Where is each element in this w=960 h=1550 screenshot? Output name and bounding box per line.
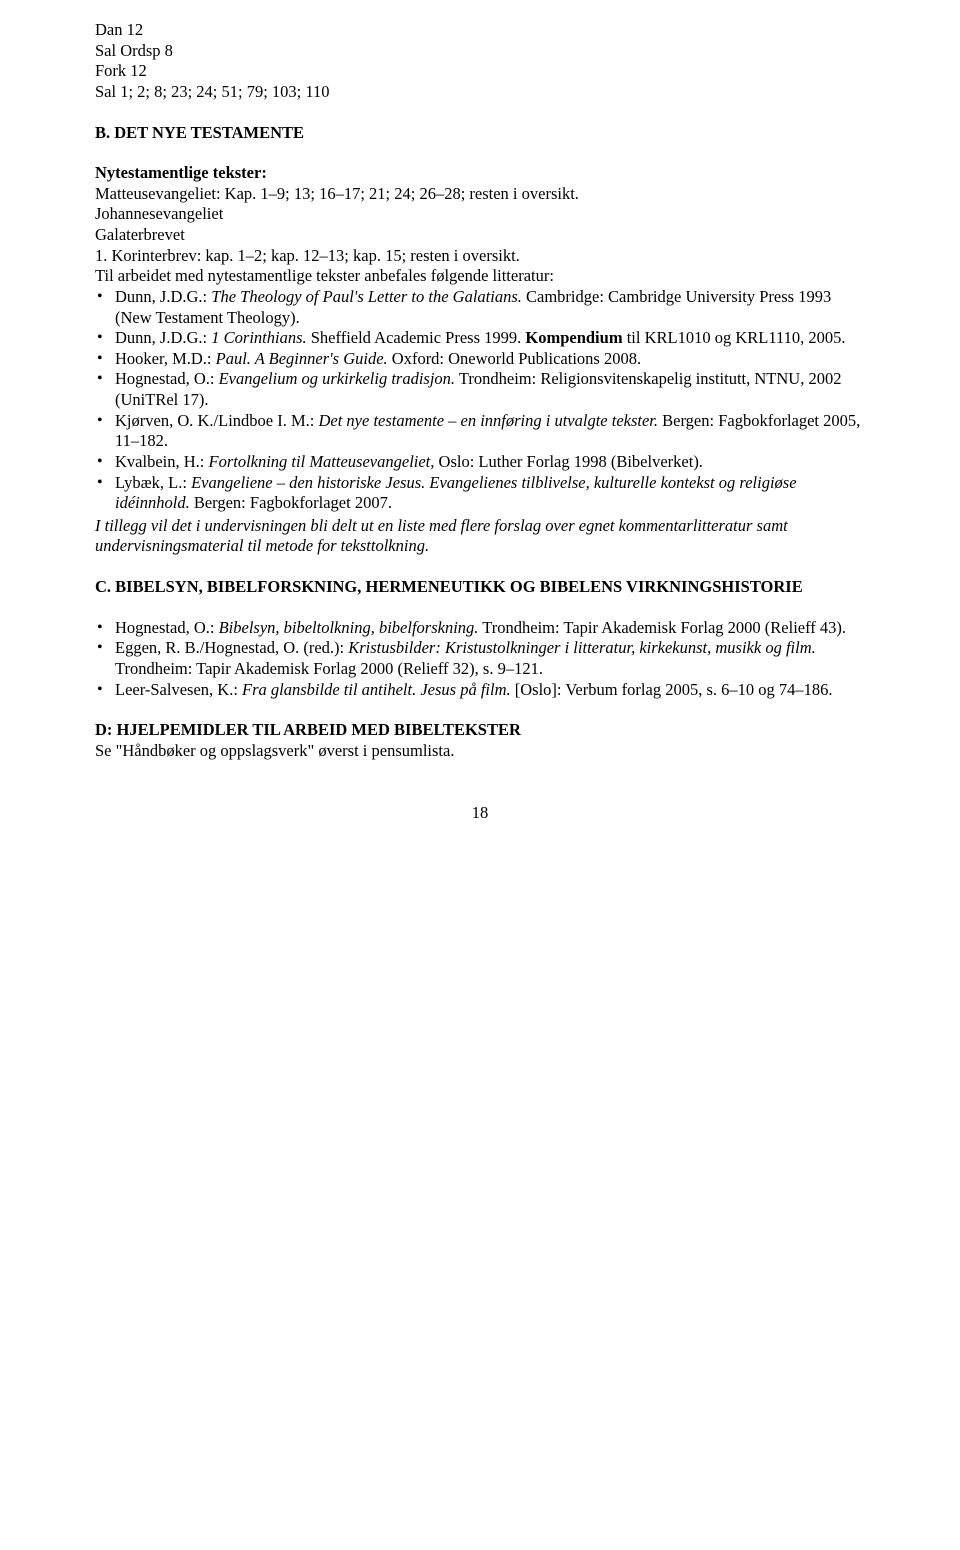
list-item: Leer-Salvesen, K.: Fra glansbilde til an… [95, 680, 865, 701]
item-post: [Oslo]: Verbum forlag 2005, s. 6–10 og 7… [511, 680, 833, 699]
section-b-intro: Til arbeidet med nytestamentlige tekster… [95, 266, 865, 287]
section-b-line: 1. Korinterbrev: kap. 1–2; kap. 12–13; k… [95, 246, 865, 267]
item-title: 1 Corinthians. [211, 328, 306, 347]
section-c-list: Hognestad, O.: Bibelsyn, bibeltolkning, … [95, 618, 865, 701]
top-line: Sal 1; 2; 8; 23; 24; 51; 79; 103; 110 [95, 82, 865, 103]
item-pre: Hognestad, O.: [115, 369, 219, 388]
section-b-heading: B. DET NYE TESTAMENTE [95, 123, 865, 144]
item-title: Evangelium og urkirkelig tradisjon. [219, 369, 455, 388]
section-d-heading: D: HJELPEMIDLER TIL ARBEID MED BIBELTEKS… [95, 720, 865, 741]
section-b-list: Dunn, J.D.G.: The Theology of Paul's Let… [95, 287, 865, 514]
item-title: Bibelsyn, bibeltolkning, bibelforskning. [219, 618, 479, 637]
item-post: Trondheim: Tapir Akademisk Forlag 2000 (… [478, 618, 846, 637]
list-item: Lybæk, L.: Evangeliene – den historiske … [95, 473, 865, 514]
item-title: Det nye testamente – en innføring i utva… [318, 411, 658, 430]
item-post: Trondheim: Tapir Akademisk Forlag 2000 (… [115, 659, 543, 678]
list-item: Kvalbein, H.: Fortolkning til Matteuseva… [95, 452, 865, 473]
top-line: Sal Ordsp 8 [95, 41, 865, 62]
item-pre: Lybæk, L.: [115, 473, 191, 492]
list-item: Kjørven, O. K./Lindboe I. M.: Det nye te… [95, 411, 865, 452]
item-pre: Kjørven, O. K./Lindboe I. M.: [115, 411, 318, 430]
item-pre: Kvalbein, H.: [115, 452, 208, 471]
item-title: Kristusbilder: Kristustolkninger i litte… [348, 638, 816, 657]
item-pre: Dunn, J.D.G.: [115, 287, 211, 306]
section-b-line: Johannesevangeliet [95, 204, 865, 225]
item-bold: Kompendium [525, 328, 622, 347]
item-title: Paul. A Beginner's Guide. [216, 349, 388, 368]
list-item: Hognestad, O.: Bibelsyn, bibeltolkning, … [95, 618, 865, 639]
item-pre: Hognestad, O.: [115, 618, 219, 637]
list-item: Eggen, R. B./Hognestad, O. (red.): Krist… [95, 638, 865, 679]
section-b-subheading: Nytestamentlige tekster: [95, 163, 865, 184]
item-title: Fra glansbilde til antihelt. Jesus på fi… [242, 680, 511, 699]
section-b-line: Matteusevangeliet: Kap. 1–9; 13; 16–17; … [95, 184, 865, 205]
top-line: Fork 12 [95, 61, 865, 82]
top-line: Dan 12 [95, 20, 865, 41]
top-lines: Dan 12 Sal Ordsp 8 Fork 12 Sal 1; 2; 8; … [95, 20, 865, 103]
item-post: Sheffield Academic Press 1999. [307, 328, 526, 347]
item-post: Bergen: Fagbokforlaget 2007. [190, 493, 392, 512]
section-c-heading: C. BIBELSYN, BIBELFORSKNING, HERMENEUTIK… [95, 577, 865, 598]
section-b-line: Galaterbrevet [95, 225, 865, 246]
list-item: Dunn, J.D.G.: 1 Corinthians. Sheffield A… [95, 328, 865, 349]
item-post: Oxford: Oneworld Publications 2008. [388, 349, 641, 368]
list-item: Dunn, J.D.G.: The Theology of Paul's Let… [95, 287, 865, 328]
item-pre: Leer-Salvesen, K.: [115, 680, 242, 699]
list-item: Hognestad, O.: Evangelium og urkirkelig … [95, 369, 865, 410]
item-post: Oslo: Luther Forlag 1998 (Bibelverket). [434, 452, 703, 471]
item-pre: Dunn, J.D.G.: [115, 328, 211, 347]
section-b-notice: I tillegg vil det i undervisningen bli d… [95, 516, 865, 557]
item-pre: Eggen, R. B./Hognestad, O. (red.): [115, 638, 348, 657]
item-title: The Theology of Paul's Letter to the Gal… [211, 287, 522, 306]
page-number: 18 [95, 803, 865, 824]
section-d-line: Se "Håndbøker og oppslagsverk" øverst i … [95, 741, 865, 762]
item-post2: til KRL1010 og KRL1110, 2005. [623, 328, 846, 347]
item-pre: Hooker, M.D.: [115, 349, 216, 368]
item-title: Fortolkning til Matteusevangeliet, [208, 452, 434, 471]
list-item: Hooker, M.D.: Paul. A Beginner's Guide. … [95, 349, 865, 370]
